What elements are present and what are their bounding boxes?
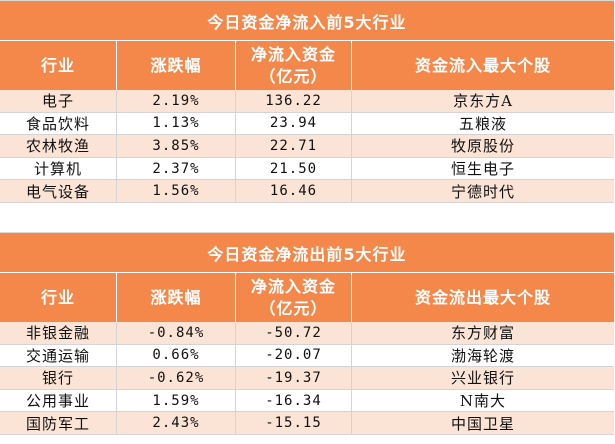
netflow-cell: 23.94 bbox=[236, 112, 352, 135]
netflow-cell: 21.50 bbox=[236, 157, 352, 180]
table-row: 农林牧渔 3.85% 22.71 牧原股份 bbox=[0, 135, 614, 158]
industry-cell: 食品饮料 bbox=[0, 112, 117, 135]
inflow-table-title: 今日资金净流入前5大行业 bbox=[0, 0, 614, 40]
top-stock-cell: 牧原股份 bbox=[450, 137, 515, 156]
header-change: 涨跌幅 bbox=[117, 273, 236, 322]
top-stock-cell: 恒生电子 bbox=[450, 160, 515, 179]
top-stock-cell: 兴业银行 bbox=[450, 369, 515, 388]
header-industry: 行业 bbox=[0, 41, 117, 90]
netflow-cell: -50.72 bbox=[236, 322, 352, 344]
top-stock-cell: 中国卫星 bbox=[450, 414, 515, 433]
inflow-header-row: 行业 涨跌幅 净流入资金（亿元） 资金流入最大个股 bbox=[0, 40, 614, 90]
inflow-rows: 电子 2.19% 136.22 京东方A 食品饮料 1.13% 23.94 五粮… bbox=[0, 90, 614, 203]
netflow-cell: -15.15 bbox=[236, 412, 352, 434]
change-cell: 2.43% bbox=[117, 412, 236, 434]
top-stock-cell: 五粮液 bbox=[458, 114, 507, 133]
netflow-cell: 136.22 bbox=[236, 90, 352, 112]
outflow-rows: 非银金融 -0.84% -50.72 东方财富 交通运输 0.66% -20.0… bbox=[0, 322, 614, 435]
change-cell: -0.84% bbox=[117, 322, 236, 344]
change-cell: 1.13% bbox=[117, 112, 236, 135]
industry-cell: 农林牧渔 bbox=[0, 135, 117, 157]
top-stock-cell: 京东方A bbox=[453, 92, 513, 111]
netflow-cell: 16.46 bbox=[236, 180, 352, 202]
change-cell: 2.37% bbox=[117, 157, 236, 180]
header-change: 涨跌幅 bbox=[117, 41, 236, 90]
industry-cell: 电子 bbox=[0, 90, 117, 112]
table-row: 银行 -0.62% -19.37 兴业银行 bbox=[0, 367, 614, 390]
header-netflow: 净流入资金（亿元） bbox=[236, 273, 352, 322]
table-row: 公用事业 1.59% -16.34 N南大 bbox=[0, 389, 614, 413]
netflow-cell: -19.37 bbox=[236, 367, 352, 389]
outflow-header-row: 行业 涨跌幅 净流入资金（亿元） 资金流出最大个股 bbox=[0, 272, 614, 322]
industry-cell: 银行 bbox=[0, 367, 117, 389]
industry-cell: 公用事业 bbox=[0, 389, 117, 412]
header-netflow: 净流入资金（亿元） bbox=[236, 41, 352, 90]
top-stock-cell: 宁德时代 bbox=[450, 182, 515, 201]
industry-cell: 电气设备 bbox=[0, 180, 117, 202]
top-stock-cell: N南大 bbox=[459, 392, 507, 411]
inflow-table: 今日资金净流入前5大行业 行业 涨跌幅 净流入资金（亿元） 资金流入最大个股 电… bbox=[0, 0, 614, 203]
table-row: 国防军工 2.43% -15.15 中国卫星 bbox=[0, 412, 614, 435]
change-cell: 3.85% bbox=[117, 135, 236, 157]
header-top-stock: 资金流出最大个股 bbox=[414, 287, 551, 307]
netflow-cell: -20.07 bbox=[236, 344, 352, 367]
industry-cell: 计算机 bbox=[0, 157, 117, 180]
change-cell: -0.62% bbox=[117, 367, 236, 389]
header-industry: 行业 bbox=[0, 273, 117, 322]
change-cell: 1.59% bbox=[117, 389, 236, 412]
netflow-cell: 22.71 bbox=[236, 135, 352, 157]
industry-cell: 非银金融 bbox=[0, 322, 117, 344]
change-cell: 2.19% bbox=[117, 90, 236, 112]
industry-cell: 国防军工 bbox=[0, 412, 117, 434]
header-top-stock: 资金流入最大个股 bbox=[414, 55, 551, 75]
change-cell: 1.56% bbox=[117, 180, 236, 202]
change-cell: 0.66% bbox=[117, 344, 236, 367]
industry-cell: 交通运输 bbox=[0, 344, 117, 367]
netflow-cell: -16.34 bbox=[236, 389, 352, 412]
table-row: 食品饮料 1.13% 23.94 五粮液 bbox=[0, 112, 614, 136]
table-row: 非银金融 -0.84% -50.72 东方财富 bbox=[0, 322, 614, 345]
outflow-table-title: 今日资金净流出前5大行业 bbox=[0, 232, 614, 272]
outflow-table: 今日资金净流出前5大行业 行业 涨跌幅 净流入资金（亿元） 资金流出最大个股 非… bbox=[0, 232, 614, 435]
top-stock-cell: 渤海轮渡 bbox=[450, 346, 515, 365]
table-row: 交通运输 0.66% -20.07 渤海轮渡 bbox=[0, 344, 614, 368]
table-row: 电气设备 1.56% 16.46 宁德时代 bbox=[0, 180, 614, 203]
top-stock-cell: 东方财富 bbox=[450, 324, 515, 343]
table-row: 计算机 2.37% 21.50 恒生电子 bbox=[0, 157, 614, 181]
table-row: 电子 2.19% 136.22 京东方A bbox=[0, 90, 614, 113]
